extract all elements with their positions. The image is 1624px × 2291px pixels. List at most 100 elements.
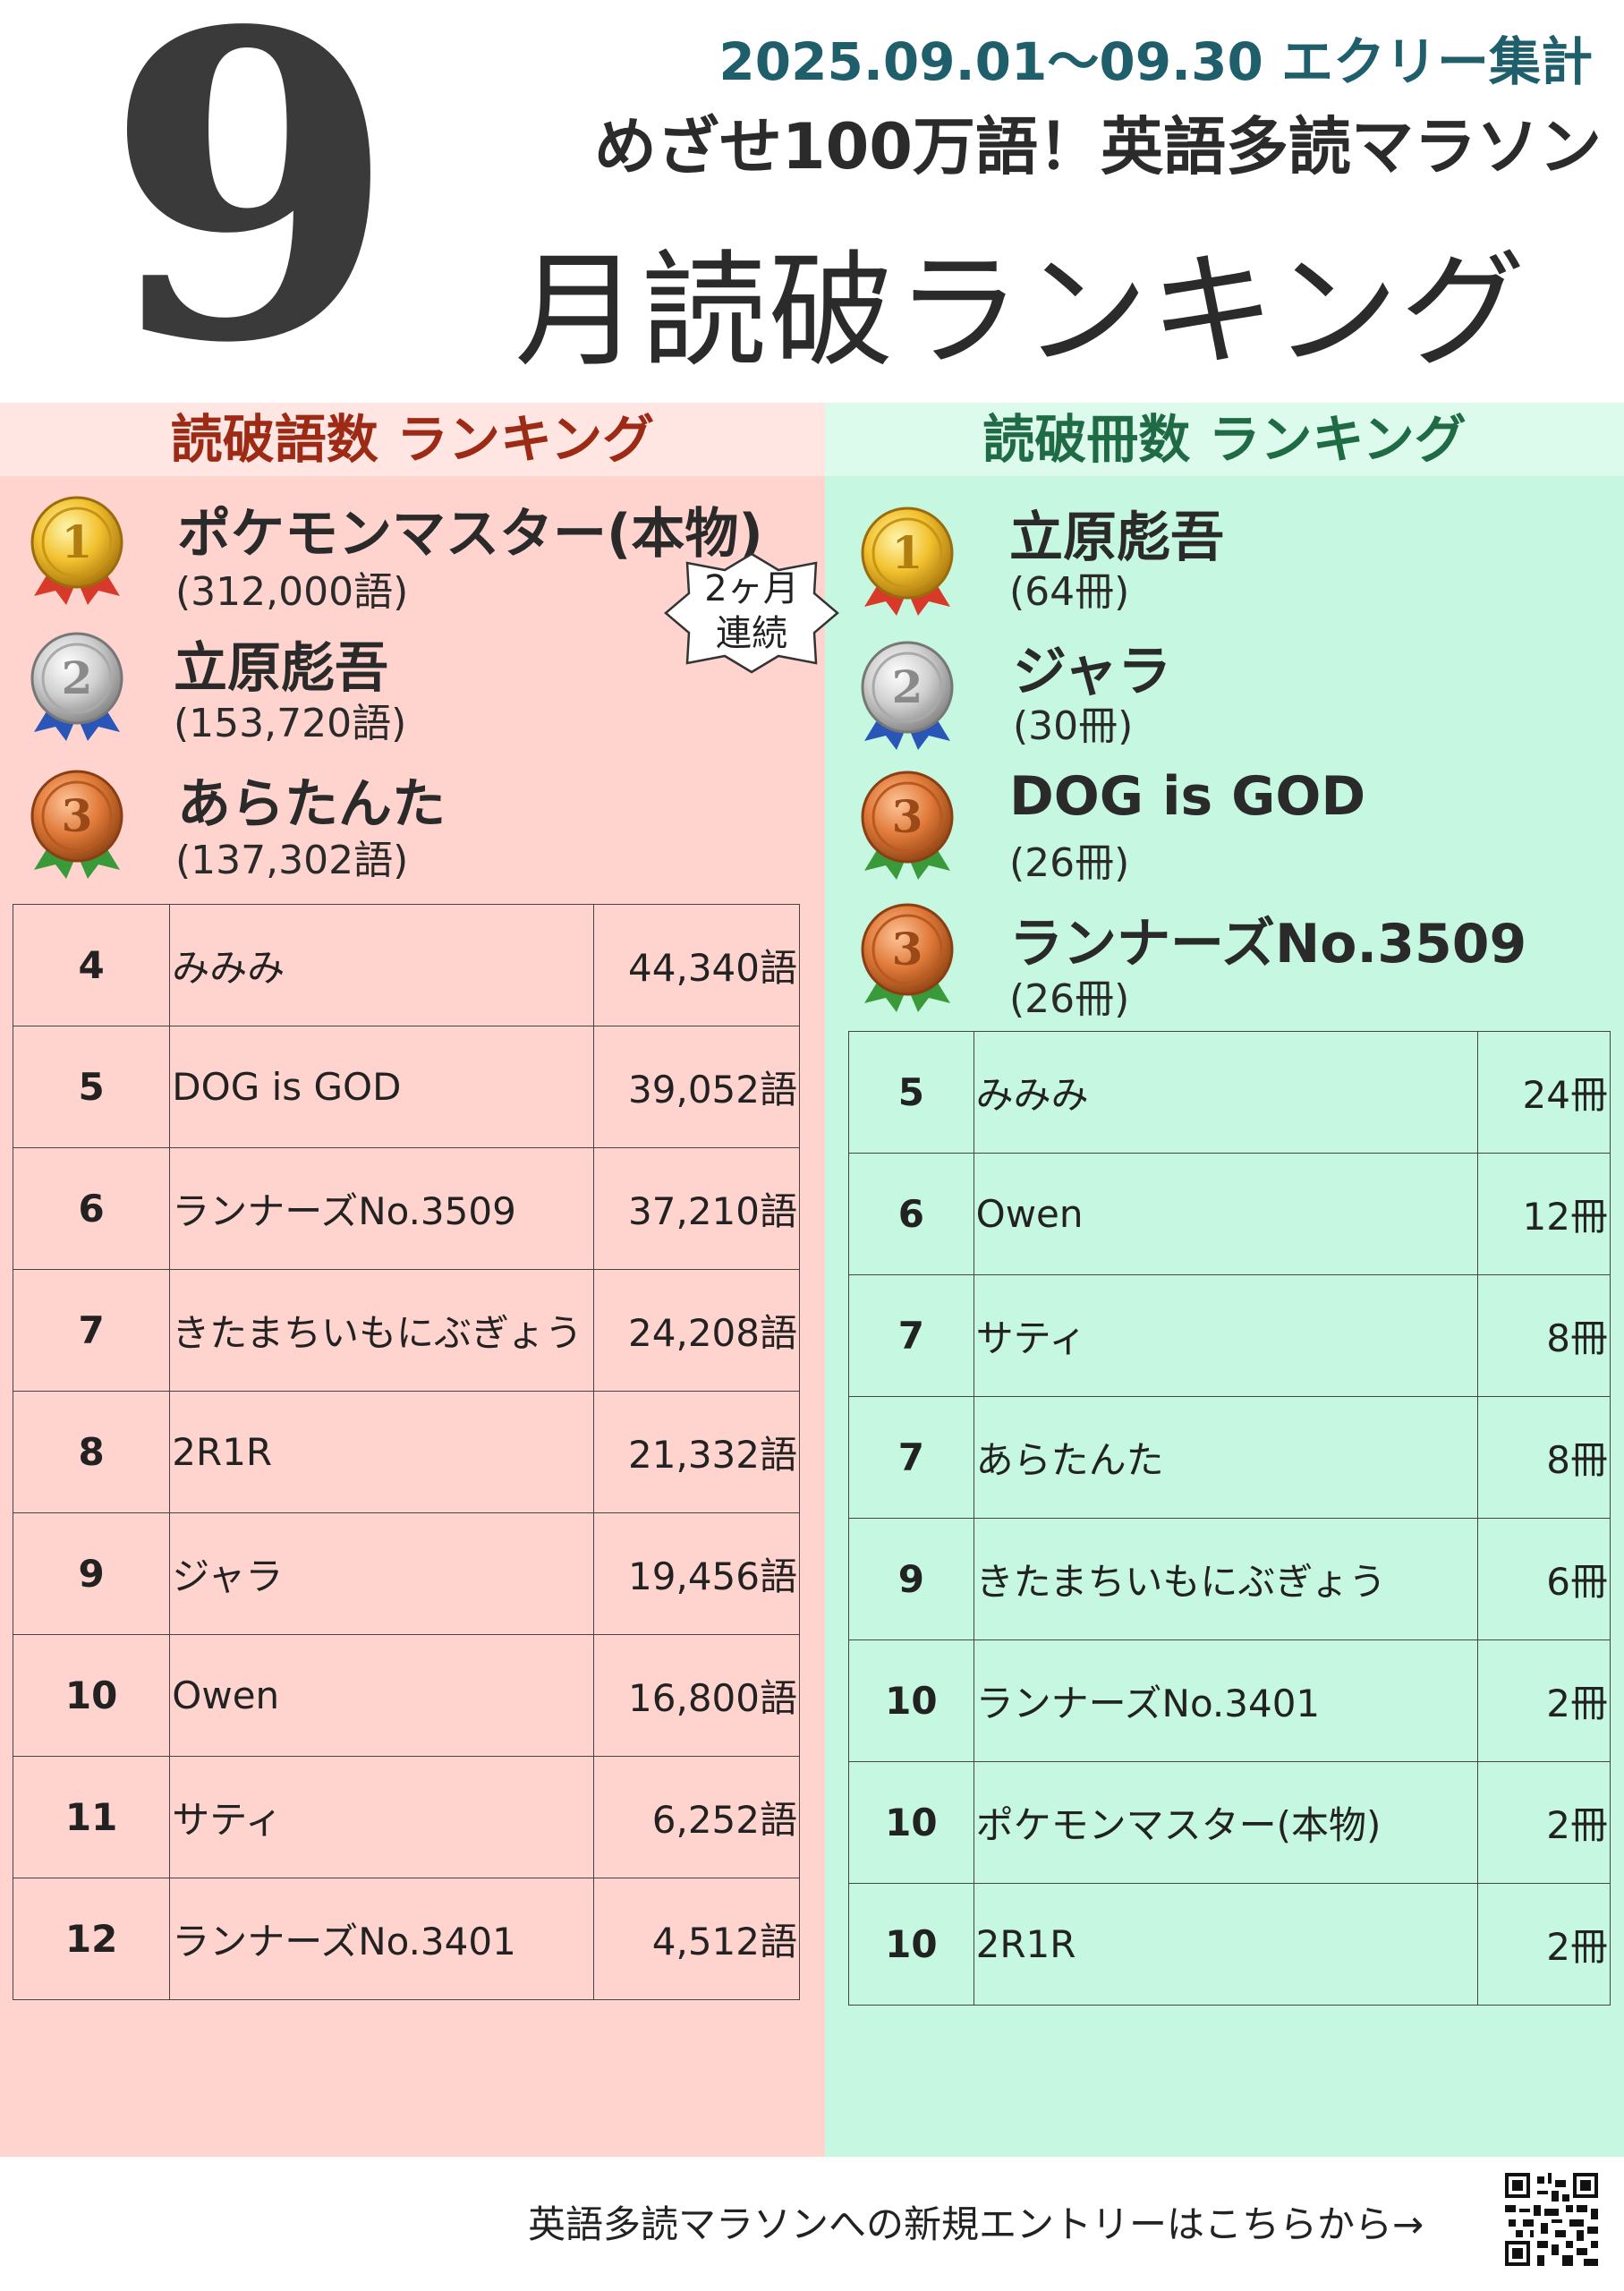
words-first-name: ポケモンマスター(本物) bbox=[177, 503, 763, 566]
books-ranking-heading: 読破冊数 ランキング bbox=[982, 409, 1467, 470]
streak-badge-line2: 連続 bbox=[716, 613, 787, 654]
rank-cell: 10 bbox=[848, 1883, 974, 2006]
name-cell: 2R1R bbox=[973, 1883, 1479, 2006]
table-row: 4 みみみ 44,340語 bbox=[12, 904, 800, 1026]
value-cell: 2冊 bbox=[1477, 1761, 1611, 1884]
value-cell: 39,052語 bbox=[593, 1026, 800, 1148]
qr-code-icon[interactable] bbox=[1505, 2173, 1598, 2266]
subtitle: めざせ100万語！英語多読マラソン bbox=[593, 110, 1602, 183]
table-row: 10 2R1R 2冊 bbox=[848, 1883, 1611, 2006]
bronze-medal-icon: 3 bbox=[861, 771, 954, 880]
rank-cell: 12 bbox=[12, 1878, 171, 2000]
name-cell: きたまちいもにぶぎょう bbox=[169, 1269, 595, 1392]
name-cell: サティ bbox=[973, 1274, 1479, 1397]
table-row: 6 ランナーズNo.3509 37,210語 bbox=[12, 1147, 800, 1270]
table-row: 7 あらたんた 8冊 bbox=[848, 1396, 1611, 1519]
page-title: 月読破ランキング bbox=[514, 239, 1527, 385]
table-row: 9 きたまちいもにぶぎょう 6冊 bbox=[848, 1518, 1611, 1640]
month-number: 9 bbox=[104, 0, 397, 435]
words-ranking-header bbox=[0, 403, 825, 476]
books-fourth-name: ランナーズNo.3509 bbox=[1009, 913, 1527, 975]
rank-cell: 4 bbox=[12, 904, 171, 1026]
books-third-name: DOG is GOD bbox=[1009, 765, 1366, 828]
value-cell: 2冊 bbox=[1477, 1883, 1611, 2006]
value-cell: 4,512語 bbox=[593, 1878, 800, 2000]
rank-cell: 5 bbox=[12, 1026, 171, 1148]
words-third-name: あらたんた bbox=[177, 773, 446, 836]
name-cell: ランナーズNo.3509 bbox=[169, 1147, 595, 1270]
books-ranking-header bbox=[825, 403, 1624, 476]
medal-rank-text: 1 bbox=[892, 526, 923, 579]
books-first-value: (64冊) bbox=[1009, 569, 1130, 615]
table-row: 12 ランナーズNo.3401 4,512語 bbox=[12, 1878, 800, 2000]
silver-medal-icon: 2 bbox=[861, 641, 954, 750]
table-row: 5 DOG is GOD 39,052語 bbox=[12, 1026, 800, 1148]
rank-cell: 9 bbox=[848, 1518, 974, 1640]
words-ranking-table: 4 みみみ 44,340語 5 DOG is GOD 39,052語 6 ランナーズNo.35… bbox=[12, 904, 800, 2000]
bronze-medal-icon: 3 bbox=[30, 770, 123, 879]
medal-rank-text: 2 bbox=[62, 652, 93, 704]
medal-rank-text: 3 bbox=[892, 790, 923, 843]
table-row: 11 サティ 6,252語 bbox=[12, 1756, 800, 1878]
value-cell: 12冊 bbox=[1477, 1153, 1611, 1275]
value-cell: 16,800語 bbox=[593, 1634, 800, 1757]
table-row: 7 サティ 8冊 bbox=[848, 1274, 1611, 1397]
table-row: 10 Owen 16,800語 bbox=[12, 1634, 800, 1757]
value-cell: 21,332語 bbox=[593, 1391, 800, 1513]
name-cell: DOG is GOD bbox=[169, 1026, 595, 1148]
table-row: 8 2R1R 21,332語 bbox=[12, 1391, 800, 1513]
name-cell: みみみ bbox=[169, 904, 595, 1026]
gold-medal-icon: 1 bbox=[861, 507, 954, 616]
name-cell: ポケモンマスター(本物) bbox=[973, 1761, 1479, 1884]
streak-badge-shape bbox=[664, 552, 839, 674]
name-cell: ランナーズNo.3401 bbox=[169, 1878, 595, 2000]
books-fourth-value: (26冊) bbox=[1009, 976, 1130, 1022]
books-ranking-table: 5 みみみ 24冊 6 Owen 12冊 7 サティ 8冊 7 あらたんた 8冊 9 きたまちいもにぶぎょ… bbox=[848, 1031, 1611, 2006]
name-cell: あらたんた bbox=[973, 1396, 1479, 1519]
name-cell: ジャラ bbox=[169, 1512, 595, 1635]
words-ranking-heading: 読破語数 ランキング bbox=[170, 409, 655, 470]
rank-cell: 7 bbox=[12, 1269, 171, 1392]
name-cell: サティ bbox=[169, 1756, 595, 1878]
medal-rank-text: 3 bbox=[62, 789, 93, 842]
value-cell: 19,456語 bbox=[593, 1512, 800, 1635]
value-cell: 24,208語 bbox=[593, 1269, 800, 1392]
table-row: 6 Owen 12冊 bbox=[848, 1153, 1611, 1275]
books-third-value: (26冊) bbox=[1009, 840, 1130, 886]
rank-cell: 7 bbox=[848, 1396, 974, 1519]
name-cell: 2R1R bbox=[169, 1391, 595, 1513]
streak-badge: 2ヶ月 連続 bbox=[662, 550, 841, 676]
value-cell: 8冊 bbox=[1477, 1396, 1611, 1519]
books-second-value: (30冊) bbox=[1013, 703, 1134, 749]
table-row: 10 ランナーズNo.3401 2冊 bbox=[848, 1639, 1611, 1762]
rank-cell: 10 bbox=[848, 1639, 974, 1762]
table-row: 5 みみみ 24冊 bbox=[848, 1031, 1611, 1154]
gold-medal-icon: 1 bbox=[30, 496, 123, 605]
date-range: 2025.09.01～09.30 エクリー集計 bbox=[718, 31, 1593, 92]
rank-cell: 11 bbox=[12, 1756, 171, 1878]
books-first-name: 立原彪吾 bbox=[1009, 507, 1224, 569]
rank-cell: 6 bbox=[12, 1147, 171, 1270]
name-cell: ランナーズNo.3401 bbox=[973, 1639, 1479, 1762]
entry-link-text[interactable]: 英語多読マラソンへの新規エントリーはこちらから→ bbox=[528, 2202, 1424, 2246]
value-cell: 8冊 bbox=[1477, 1274, 1611, 1397]
value-cell: 44,340語 bbox=[593, 904, 800, 1026]
value-cell: 6冊 bbox=[1477, 1518, 1611, 1640]
rank-cell: 8 bbox=[12, 1391, 171, 1513]
name-cell: みみみ bbox=[973, 1031, 1479, 1154]
name-cell: きたまちいもにぶぎょう bbox=[973, 1518, 1479, 1640]
rank-cell: 10 bbox=[12, 1634, 171, 1757]
words-first-value: (312,000語) bbox=[175, 569, 409, 615]
name-cell: Owen bbox=[169, 1634, 595, 1757]
rank-cell: 5 bbox=[848, 1031, 974, 1154]
bronze-medal-icon: 3 bbox=[861, 903, 954, 1012]
value-cell: 6,252語 bbox=[593, 1756, 800, 1878]
streak-badge-line1: 2ヶ月 bbox=[704, 568, 799, 609]
name-cell: Owen bbox=[973, 1153, 1479, 1275]
books-second-name: ジャラ bbox=[1013, 641, 1171, 703]
table-row: 10 ポケモンマスター(本物) 2冊 bbox=[848, 1761, 1611, 1884]
rank-cell: 6 bbox=[848, 1153, 974, 1275]
value-cell: 2冊 bbox=[1477, 1639, 1611, 1762]
medal-rank-text: 1 bbox=[62, 515, 93, 568]
rank-cell: 7 bbox=[848, 1274, 974, 1397]
